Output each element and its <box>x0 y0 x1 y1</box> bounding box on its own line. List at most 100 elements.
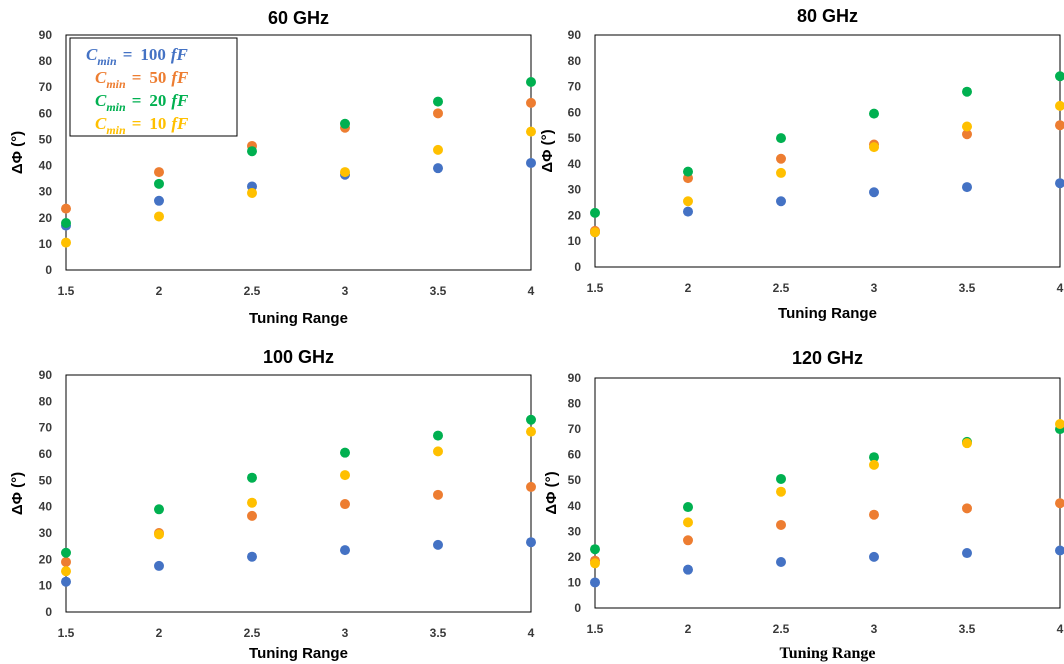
data-point <box>433 163 443 174</box>
data-point <box>247 472 257 483</box>
y-tick-label: 10 <box>568 575 582 589</box>
data-point <box>340 447 350 458</box>
data-point <box>433 539 443 550</box>
y-tick-label: 90 <box>39 28 53 42</box>
data-point <box>683 206 693 217</box>
y-tick-label: 70 <box>568 422 582 436</box>
data-point <box>683 517 693 528</box>
x-tick-label: 3 <box>342 284 349 298</box>
data-point <box>776 486 786 497</box>
legend-entry: Cmin = 100 fF <box>86 45 189 68</box>
y-tick-label: 30 <box>568 183 582 197</box>
y-tick-label: 10 <box>39 579 53 593</box>
chart-title: 120 GHz <box>792 348 863 368</box>
y-tick-label: 60 <box>568 448 582 462</box>
x-tick-label: 4 <box>1057 281 1064 295</box>
y-tick-label: 10 <box>568 234 582 248</box>
data-point <box>1055 498 1064 509</box>
data-point <box>340 167 350 178</box>
legend-box <box>69 37 238 137</box>
legend-entry: Cmin = 50 fF <box>95 68 189 91</box>
data-point <box>61 203 71 214</box>
y-tick-label: 50 <box>568 473 582 487</box>
y-tick-label: 50 <box>39 132 53 146</box>
x-tick-label: 3.5 <box>430 626 447 640</box>
data-point <box>1055 419 1064 429</box>
data-point <box>869 187 879 198</box>
data-point <box>154 167 164 178</box>
data-point <box>526 126 536 137</box>
x-tick-label: 1.5 <box>58 626 75 640</box>
data-point <box>962 548 972 559</box>
chart-panel-1: 80 GHz 0 10 20 30 40 50 60 70 80 90 1.5 2 2.5 3 3.5 4 Tun… <box>539 6 1064 322</box>
y-tick-label: 80 <box>568 54 582 68</box>
data-point <box>433 446 443 457</box>
data-point <box>61 576 71 587</box>
y-tick-label: 50 <box>39 473 53 487</box>
data-point <box>683 166 693 177</box>
x-tick-label: 2 <box>685 622 692 636</box>
x-tick-label: 2 <box>156 284 163 298</box>
y-tick-label: 60 <box>39 106 53 120</box>
data-point <box>61 218 71 228</box>
y-tick-label: 90 <box>568 28 582 42</box>
y-axis-label: ΔΦ (°) <box>9 131 26 174</box>
data-point <box>869 452 879 463</box>
y-axis-label: ΔΦ (°) <box>9 472 26 515</box>
y-tick-label: 50 <box>568 131 582 145</box>
y-tick-label: 0 <box>574 260 581 274</box>
y-tick-label: 60 <box>39 447 53 461</box>
y-tick-label: 70 <box>39 80 53 94</box>
data-point <box>776 557 786 567</box>
chart-panel-3: 120 GHz 0 10 20 30 40 50 60 70 80 90 1.5 2 2.5 3 3.5 4 Tu… <box>543 348 1064 662</box>
data-point <box>340 470 350 481</box>
y-tick-label: 40 <box>39 500 53 514</box>
y-tick-label: 80 <box>39 394 53 408</box>
data-point <box>869 459 879 470</box>
data-point <box>869 142 879 153</box>
data-point <box>590 577 600 588</box>
x-tick-label: 3 <box>871 622 878 636</box>
data-point <box>433 430 443 441</box>
chart-panel-2: 100 GHz 0 10 20 30 40 50 60 70 80 90 1.5 2 2.5 3 3.5 4 Tu… <box>9 347 536 662</box>
data-point <box>154 560 164 571</box>
data-point <box>433 96 443 107</box>
data-point <box>61 556 71 567</box>
chart-title: 60 GHz <box>268 8 329 28</box>
legend-entry: Cmin = 20 fF <box>95 91 189 114</box>
data-point <box>776 473 786 484</box>
data-point <box>962 182 972 193</box>
data-point <box>683 564 693 575</box>
data-point <box>526 481 536 492</box>
y-tick-label: 40 <box>568 499 582 513</box>
data-point <box>433 108 443 119</box>
data-point <box>247 510 257 521</box>
data-point <box>340 499 350 510</box>
data-point <box>1055 178 1064 189</box>
data-point <box>962 503 972 514</box>
data-point <box>61 547 71 558</box>
data-point <box>154 211 164 222</box>
data-point <box>776 196 786 207</box>
data-point <box>340 118 350 129</box>
x-axis-label: Tuning Range <box>249 310 348 327</box>
data-point <box>526 426 536 437</box>
x-axis-label: Tuning Range <box>778 305 877 322</box>
data-point <box>683 502 693 513</box>
chart-title: 100 GHz <box>263 347 334 367</box>
data-point <box>1055 71 1064 82</box>
data-point <box>776 133 786 144</box>
x-tick-label: 3 <box>871 281 878 295</box>
plot-area <box>65 34 532 271</box>
data-point <box>590 544 600 555</box>
data-point <box>526 537 536 548</box>
data-point <box>590 227 600 238</box>
x-axis-label: Tuning Range <box>249 645 348 662</box>
data-point <box>962 121 972 132</box>
plot-area <box>65 374 532 613</box>
data-point <box>590 207 600 218</box>
x-tick-label: 3 <box>342 626 349 640</box>
x-tick-label: 2 <box>156 626 163 640</box>
y-tick-label: 90 <box>568 371 582 385</box>
y-tick-label: 70 <box>568 80 582 94</box>
